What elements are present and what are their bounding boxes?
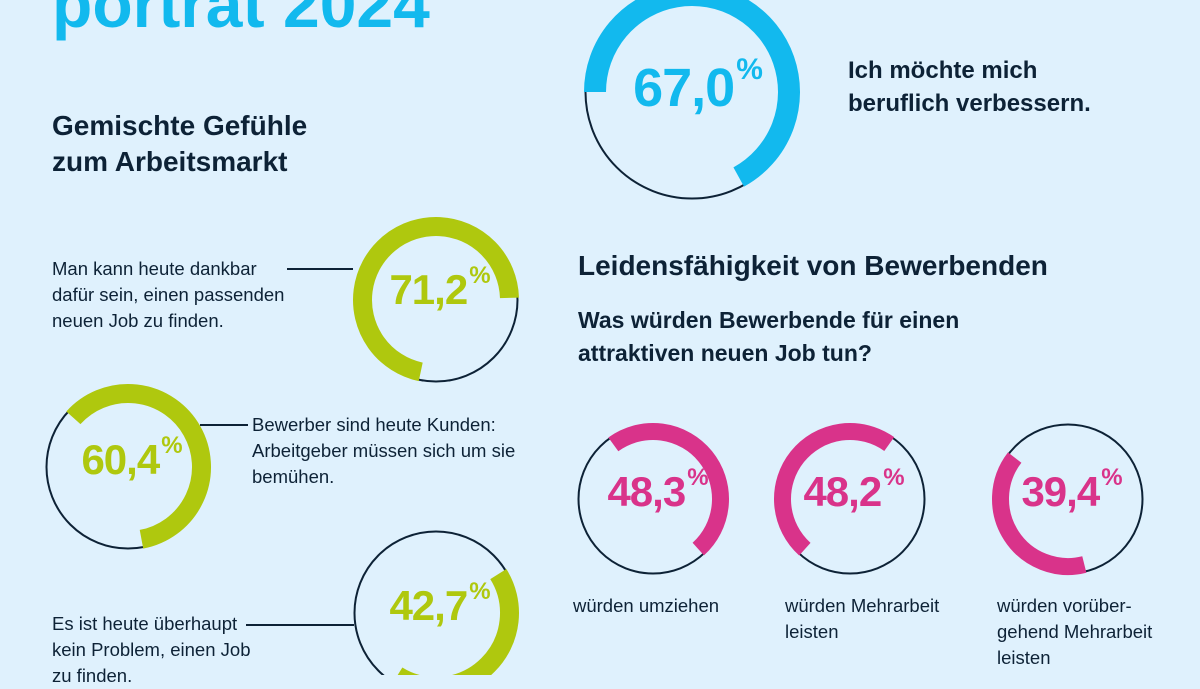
value-unit: % bbox=[883, 464, 905, 491]
gauge-label-5: würden Mehrarbeit leisten bbox=[785, 593, 939, 645]
gauge-arc bbox=[353, 217, 519, 382]
gauge-arc bbox=[397, 569, 519, 675]
question-line: attraktiven neuen Job tun? bbox=[578, 340, 872, 366]
leader-line bbox=[200, 424, 248, 426]
gauge-value-1: 71,2% bbox=[389, 262, 490, 314]
label-line: Arbeitgeber müssen sich um sie bbox=[252, 440, 516, 461]
gauge-value-5: 48,2% bbox=[803, 464, 904, 516]
value-number: 39,4 bbox=[1021, 468, 1100, 515]
gauge-value-2: 60,4% bbox=[81, 432, 182, 484]
label-line: Es ist heute überhaupt bbox=[52, 613, 238, 634]
label-line: leisten bbox=[997, 647, 1051, 668]
value-unit: % bbox=[469, 578, 491, 605]
value-number: 60,4 bbox=[81, 436, 160, 483]
gauge-arc bbox=[608, 423, 729, 556]
heading-line: zum Arbeitsmarkt bbox=[52, 146, 288, 177]
section-heading-left: Gemischte Gefühle zum Arbeitsmarkt bbox=[52, 108, 307, 180]
gauge-chart bbox=[45, 0, 1144, 675]
label-line: würden umziehen bbox=[573, 595, 720, 616]
gauge-arc bbox=[66, 384, 211, 549]
label-line: beruflich verbessern. bbox=[848, 90, 1091, 117]
value-number: 71,2 bbox=[389, 266, 468, 313]
label-line: kein Problem, einen Job bbox=[52, 639, 251, 660]
label-line: dafür sein, einen passenden bbox=[52, 284, 285, 305]
page-title: porträt 2024 bbox=[52, 0, 430, 41]
section-heading-right: Leidensfähigkeit von Bewerbenden bbox=[578, 250, 1048, 281]
label-line: Ich möchte mich bbox=[848, 57, 1038, 84]
gauge-arc bbox=[584, 0, 800, 187]
gauge-value-3: 42,7% bbox=[389, 578, 490, 630]
value-unit: % bbox=[736, 53, 763, 86]
label-line: neuen Job zu finden. bbox=[52, 310, 224, 331]
top-right-label: Ich möchte mich beruflich verbessern. bbox=[848, 54, 1091, 120]
value-unit: % bbox=[687, 464, 709, 491]
label-line: würden Mehrarbeit bbox=[785, 595, 940, 616]
value-number: 67,0 bbox=[633, 58, 735, 118]
value-number: 42,7 bbox=[389, 582, 468, 629]
question-line: Was würden Bewerbende für einen bbox=[578, 307, 960, 333]
gauge-arc bbox=[774, 423, 895, 556]
leader-line bbox=[246, 624, 354, 626]
section-question: Was würden Bewerbende für einen attrakti… bbox=[578, 304, 959, 370]
gauge-arc bbox=[992, 452, 1087, 575]
value-unit: % bbox=[1101, 464, 1123, 491]
gauge-value-6: 39,4% bbox=[1021, 464, 1122, 516]
label-line: leisten bbox=[785, 621, 839, 642]
gauge-label-4: würden umziehen bbox=[573, 593, 719, 619]
label-line: Man kann heute dankbar bbox=[52, 258, 257, 279]
gauge-label-2: Bewerber sind heute Kunden: Arbeitgeber … bbox=[252, 412, 515, 490]
value-number: 48,2 bbox=[803, 468, 882, 515]
gauge-value-0: 67,0% bbox=[633, 53, 763, 119]
label-line: Bewerber sind heute Kunden: bbox=[252, 414, 496, 435]
value-unit: % bbox=[161, 432, 183, 459]
gauge-label-1: Man kann heute dankbar dafür sein, einen… bbox=[52, 256, 284, 334]
heading-line: Gemischte Gefühle bbox=[52, 110, 308, 141]
leader-line bbox=[287, 268, 353, 270]
gauge-label-6: würden vorüber- gehend Mehrarbeit leiste… bbox=[997, 593, 1152, 671]
gauge-value-4: 48,3% bbox=[607, 464, 708, 516]
value-unit: % bbox=[469, 262, 491, 289]
label-line: bemühen. bbox=[252, 466, 335, 487]
value-number: 48,3 bbox=[607, 468, 686, 515]
label-line: würden vorüber- bbox=[997, 595, 1132, 616]
label-line: gehend Mehrarbeit bbox=[997, 621, 1153, 642]
